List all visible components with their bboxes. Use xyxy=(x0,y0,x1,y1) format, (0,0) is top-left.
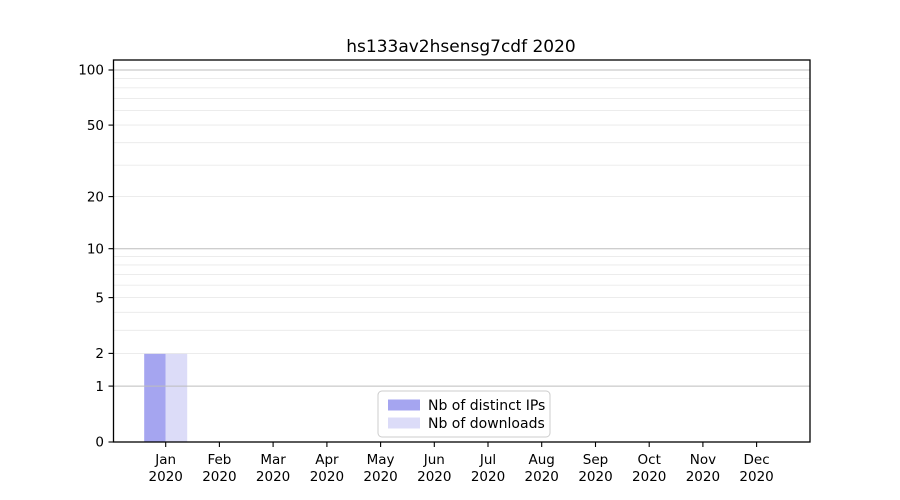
y-tick-label: 1 xyxy=(95,379,104,395)
x-tick-label-month: Jun xyxy=(423,452,445,468)
x-tick-label-year: 2020 xyxy=(578,469,612,485)
x-tick-label-month: Apr xyxy=(315,452,339,468)
x-tick-label-month: Mar xyxy=(260,452,286,468)
x-tick-label-year: 2020 xyxy=(310,469,344,485)
x-tick-label-year: 2020 xyxy=(686,469,720,485)
x-tick-label-year: 2020 xyxy=(202,469,236,485)
grid-layer xyxy=(113,69,810,387)
x-tick-label-month: Nov xyxy=(690,452,716,468)
y-tick-label: 100 xyxy=(78,63,104,79)
x-tick-label-year: 2020 xyxy=(739,469,773,485)
x-tick-label-year: 2020 xyxy=(525,469,559,485)
x-tick-label-month: Aug xyxy=(529,452,555,468)
plot-frame xyxy=(112,59,811,443)
y-tick-label: 10 xyxy=(87,241,104,257)
y-tick-label: 20 xyxy=(87,189,104,205)
y-tick-label: 5 xyxy=(95,290,104,306)
x-tick-label-month: Jul xyxy=(479,452,496,468)
y-tick-label: 2 xyxy=(95,346,104,362)
bars-layer xyxy=(144,353,188,442)
x-tick-label-year: 2020 xyxy=(149,469,183,485)
x-tick-label-month: Oct xyxy=(638,452,661,468)
y-tick-label: 0 xyxy=(95,435,104,451)
x-tick-label-year: 2020 xyxy=(363,469,397,485)
x-tick-label-year: 2020 xyxy=(256,469,290,485)
x-tick-label-month: Jan xyxy=(154,452,176,468)
chart-title: hs133av2hsensg7cdf 2020 xyxy=(346,37,576,57)
y-tick-label: 50 xyxy=(87,118,104,134)
x-tick-label-year: 2020 xyxy=(632,469,666,485)
legend: Nb of distinct IPs Nb of downloads xyxy=(377,390,551,438)
x-tick-label-month: May xyxy=(367,452,395,468)
x-tick-label-year: 2020 xyxy=(471,469,505,485)
x-tick-label-month: Dec xyxy=(744,452,770,468)
legend-swatch-distinct-ips-icon xyxy=(388,399,420,411)
x-tick-label-year: 2020 xyxy=(417,469,451,485)
bar-distinct-ips-jan xyxy=(144,353,166,442)
legend-label-downloads: Nb of downloads xyxy=(428,416,545,432)
legend-swatch-downloads-icon xyxy=(388,417,420,429)
legend-label-distinct-ips: Nb of distinct IPs xyxy=(428,398,545,414)
bar-downloads-jan xyxy=(165,353,188,442)
ticks-layer: 0125102050100Jan2020Feb2020Mar2020Apr202… xyxy=(78,63,774,485)
x-tick-label-month: Sep xyxy=(583,452,608,468)
legend-box xyxy=(377,390,551,438)
x-tick-label-month: Feb xyxy=(207,452,231,468)
